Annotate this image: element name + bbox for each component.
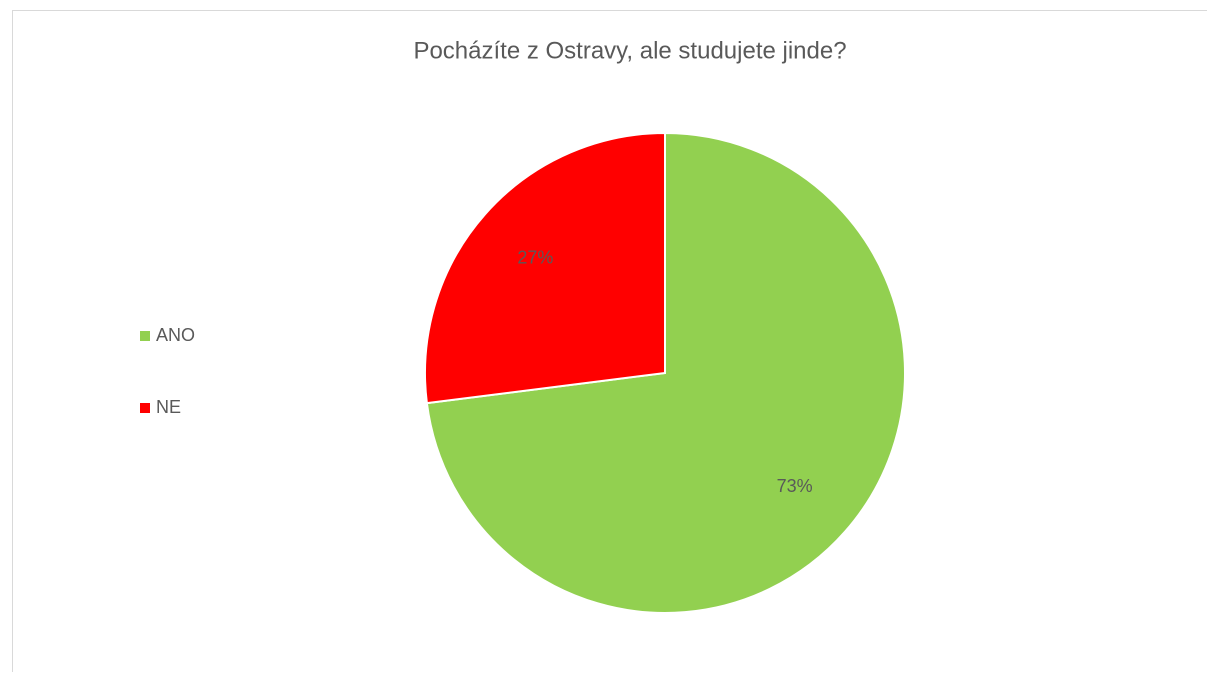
data-label: 27% (517, 247, 553, 267)
legend-swatch (140, 403, 150, 413)
legend-label: NE (156, 397, 181, 417)
data-label: 73% (777, 476, 813, 496)
chart-title: Pocházíte z Ostravy, ale studujete jinde… (413, 37, 846, 64)
legend-swatch (140, 331, 150, 341)
legend-label: ANO (156, 325, 195, 345)
